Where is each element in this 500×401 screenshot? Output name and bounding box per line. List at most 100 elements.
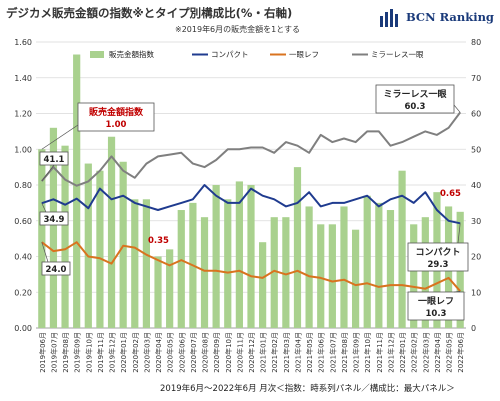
left-axis: 0.00 0.20 0.40 0.60 0.80 1.00 1.20 1.40 1.60 bbox=[14, 38, 32, 333]
bar bbox=[154, 256, 162, 328]
bar bbox=[73, 54, 81, 328]
legend-label: コンパクト bbox=[211, 50, 249, 59]
bar bbox=[107, 136, 116, 328]
x-tick-label: 2021年04月 bbox=[293, 332, 302, 373]
slr-start-box bbox=[41, 261, 71, 276]
bar bbox=[96, 170, 104, 328]
bar bbox=[247, 185, 255, 328]
left-tick-label: 1.20 bbox=[14, 110, 32, 119]
compact-end-box bbox=[407, 242, 469, 272]
x-tick-label: 2019年09月 bbox=[73, 332, 82, 373]
x-tick-label: 2021年09月 bbox=[352, 332, 361, 373]
line-ミラーレス一眼 bbox=[41, 111, 461, 187]
x-tick-label: 2022年06月 bbox=[456, 332, 465, 373]
bar bbox=[351, 229, 360, 328]
legend-swatch bbox=[90, 51, 104, 58]
x-tick-label: 2020年05月 bbox=[166, 332, 175, 373]
index-latest-label: 0.65 bbox=[440, 189, 461, 199]
right-axis: 0 10 20 30 40 50 60 70 80 bbox=[471, 38, 481, 333]
x-tick-label: 2020年03月 bbox=[142, 332, 151, 373]
index-low-label: 0.35 bbox=[148, 236, 169, 246]
left-tick-label: 0.40 bbox=[14, 253, 32, 262]
x-tick-label: 2022年01月 bbox=[398, 332, 407, 373]
bar bbox=[142, 199, 151, 328]
bar bbox=[38, 149, 46, 328]
x-tick-label: 2021年07月 bbox=[328, 332, 337, 373]
bar bbox=[410, 224, 418, 328]
right-tick-label: 80 bbox=[471, 38, 481, 47]
bar bbox=[375, 202, 383, 328]
brand-name: BCN Ranking bbox=[406, 10, 494, 24]
bar bbox=[305, 206, 313, 328]
right-tick-label: 0 bbox=[471, 324, 476, 333]
slr-end-box bbox=[407, 291, 465, 321]
right-tick-label: 40 bbox=[471, 181, 481, 190]
bar bbox=[61, 145, 69, 328]
left-tick-label: 0.80 bbox=[14, 181, 32, 190]
x-tick-label: 2022年04月 bbox=[433, 332, 442, 373]
x-tick-label: 2019年08月 bbox=[61, 332, 70, 373]
legend: 販売金額指数 コンパクト 一眼レフ ミラーレス一眼 bbox=[90, 49, 424, 59]
bar bbox=[328, 224, 336, 328]
right-tick-label: 20 bbox=[471, 253, 481, 262]
bar bbox=[235, 181, 243, 328]
x-tick-label: 2020年04月 bbox=[154, 332, 163, 373]
index-callout-label: 販売金額指数 bbox=[89, 106, 144, 118]
right-tick-label: 60 bbox=[471, 110, 481, 119]
left-tick-label: 1.00 bbox=[14, 145, 32, 154]
mirrorless-end-box bbox=[375, 84, 455, 114]
bar bbox=[317, 224, 325, 328]
right-tick-label: 50 bbox=[471, 145, 481, 154]
bar bbox=[200, 217, 209, 328]
x-tick-label: 2020年10月 bbox=[224, 332, 233, 373]
x-tick-label: 2020年02月 bbox=[131, 332, 140, 373]
x-tick-label: 2020年06月 bbox=[177, 332, 186, 373]
x-tick-label: 2022年03月 bbox=[421, 332, 430, 373]
leader-line bbox=[41, 164, 55, 182]
x-tick-label: 2021年10月 bbox=[363, 332, 372, 373]
legend-label: ミラーレス一眼 bbox=[371, 50, 424, 59]
mirrorless-end-label: ミラーレス一眼 bbox=[383, 89, 446, 100]
bar bbox=[340, 206, 348, 328]
x-tick-label: 2020年09月 bbox=[212, 332, 221, 373]
compact-end-value: 29.3 bbox=[428, 260, 449, 270]
x-tick-label: 2022年05月 bbox=[445, 332, 454, 373]
x-axis: 2019年06月 2019年07月 2019年08月 2019年09月 2019年10月… bbox=[38, 332, 465, 373]
leader-line bbox=[41, 242, 49, 263]
x-tick-label: 2021年06月 bbox=[317, 332, 326, 373]
right-tick-label: 10 bbox=[471, 288, 481, 297]
x-tick-label: 2021年12月 bbox=[386, 332, 395, 373]
index-callout-value: 1.00 bbox=[106, 120, 127, 130]
x-tick-label: 2019年10月 bbox=[84, 332, 93, 373]
left-tick-label: 0.00 bbox=[14, 324, 32, 333]
left-tick-label: 1.40 bbox=[14, 74, 32, 83]
x-tick-label: 2019年12月 bbox=[108, 332, 117, 373]
bar bbox=[398, 170, 406, 328]
line-一眼レフ bbox=[41, 241, 461, 292]
right-tick-label: 70 bbox=[471, 74, 481, 83]
x-tick-label: 2022年02月 bbox=[410, 332, 419, 373]
leader-line bbox=[41, 124, 79, 150]
index-callout-box bbox=[77, 102, 155, 132]
x-tick-label: 2021年08月 bbox=[340, 332, 349, 373]
left-tick-label: 0.60 bbox=[14, 217, 32, 226]
x-tick-label: 2020年11月 bbox=[235, 332, 244, 373]
bar bbox=[224, 199, 232, 328]
leader-line bbox=[453, 290, 461, 293]
bar bbox=[386, 210, 395, 328]
x-tick-label: 2021年01月 bbox=[259, 332, 268, 373]
line-コンパクト bbox=[41, 184, 461, 225]
x-tick-label: 2019年06月 bbox=[38, 332, 47, 373]
leader-line bbox=[457, 223, 461, 244]
x-tick-label: 2020年12月 bbox=[247, 332, 256, 373]
chart-title: デジカメ販売金額の指数※とタイプ別構成比(%・右軸) bbox=[6, 6, 293, 20]
slr-start-value: 24.0 bbox=[46, 265, 67, 275]
bar bbox=[363, 195, 371, 328]
bar bbox=[49, 127, 58, 328]
bar bbox=[259, 242, 267, 328]
bar bbox=[166, 249, 174, 328]
bar bbox=[293, 167, 302, 328]
x-tick-label: 2019年07月 bbox=[49, 332, 58, 373]
footnote: 2019年6月～2022年6月 月次＜指数：時系列パネル／構成比：最大パネル＞ bbox=[160, 384, 455, 394]
